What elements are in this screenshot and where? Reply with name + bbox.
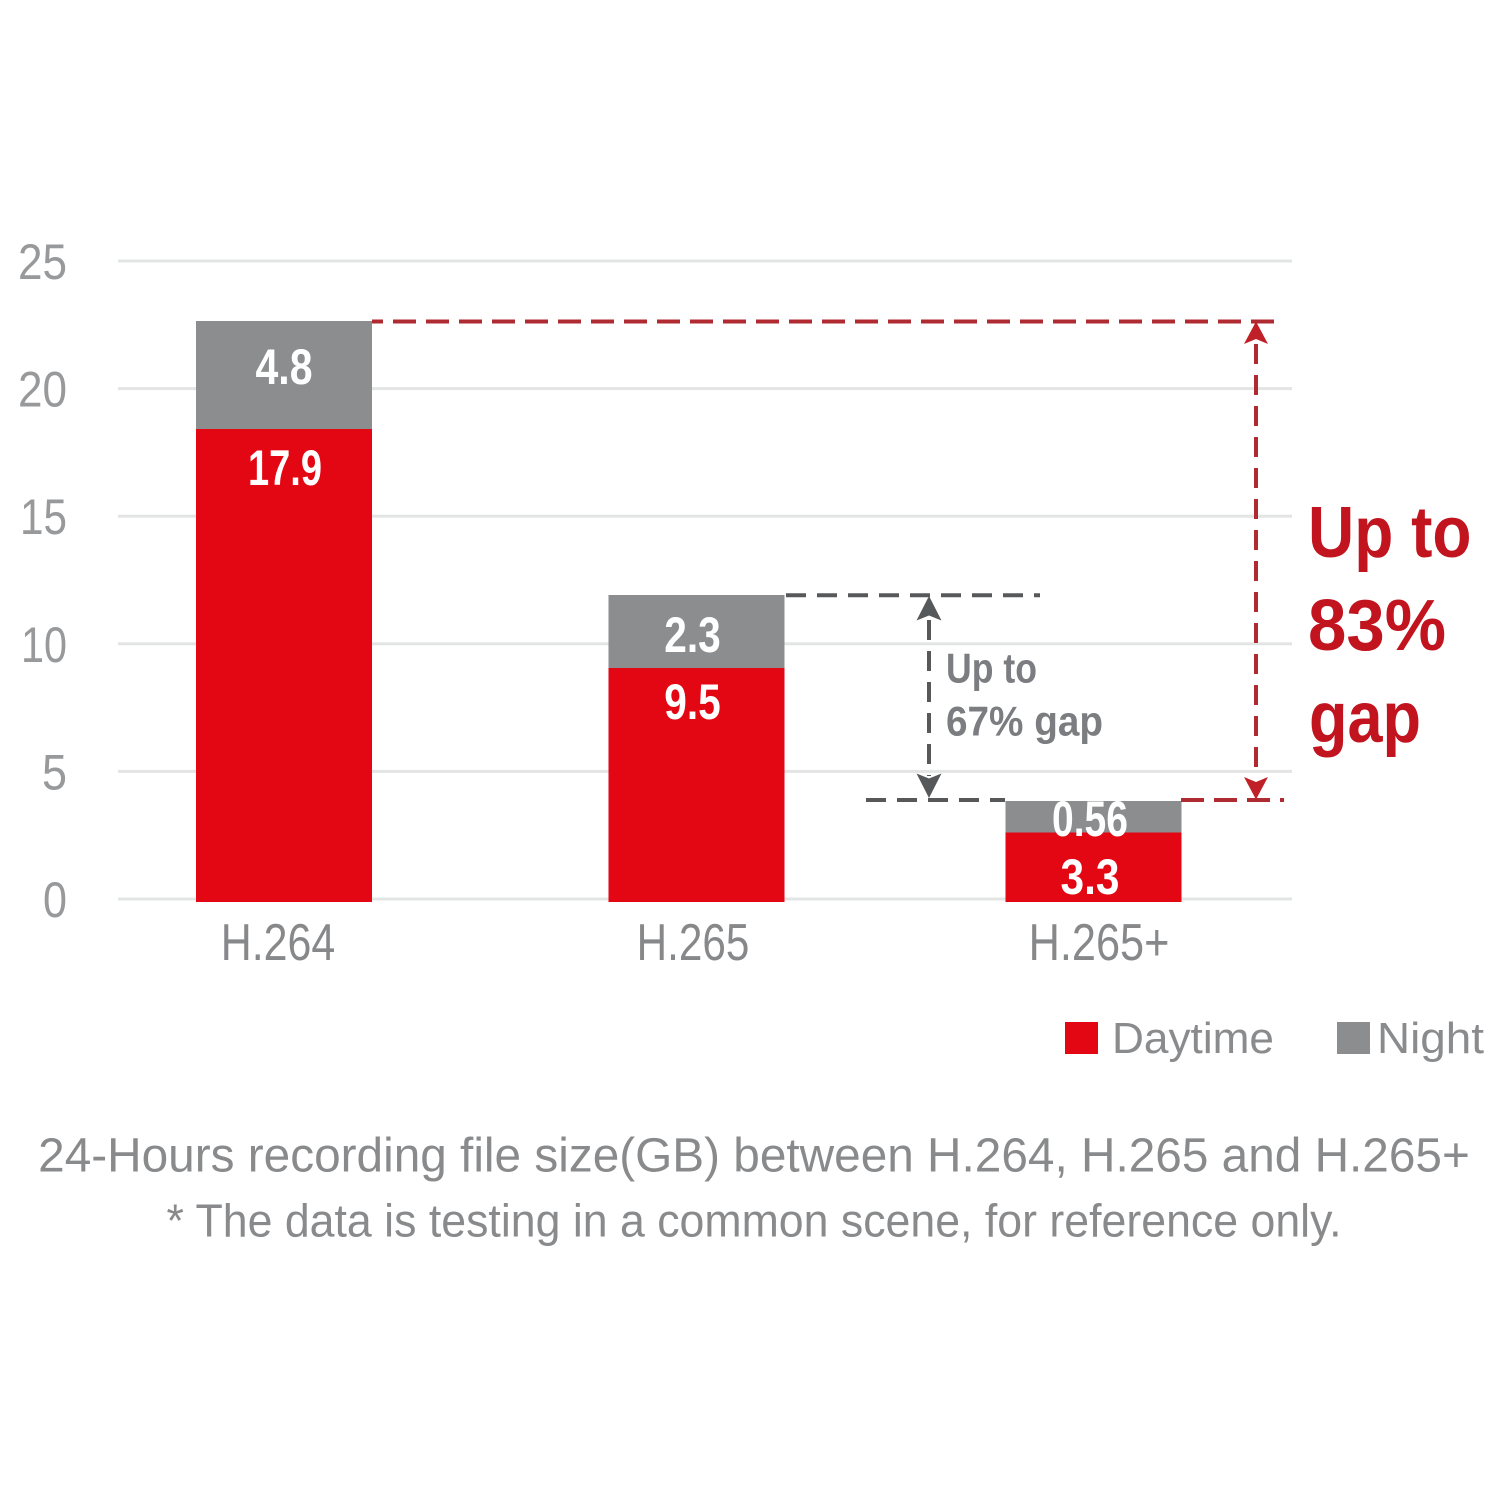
- svg-text:9.5: 9.5: [664, 674, 721, 730]
- svg-text:24-Hours recording file size(G: 24-Hours recording file size(GB) between…: [38, 1130, 1470, 1183]
- svg-text:0: 0: [43, 872, 67, 928]
- svg-text:Up to: Up to: [1308, 493, 1472, 573]
- svg-text:10: 10: [21, 617, 67, 673]
- svg-text:H.264: H.264: [221, 914, 336, 972]
- svg-text:* The data is testing in a com: * The data is testing in a common scene,…: [167, 1195, 1342, 1247]
- svg-text:2.3: 2.3: [664, 607, 721, 663]
- svg-text:15: 15: [20, 489, 67, 545]
- svg-text:0.56: 0.56: [1052, 791, 1128, 847]
- svg-text:3.3: 3.3: [1061, 849, 1120, 905]
- svg-text:4.8: 4.8: [256, 339, 313, 395]
- svg-text:83%: 83%: [1308, 586, 1446, 666]
- svg-text:gap: gap: [1309, 678, 1421, 758]
- svg-text:17.9: 17.9: [248, 440, 322, 496]
- svg-text:25: 25: [18, 234, 67, 290]
- svg-text:5: 5: [42, 744, 67, 800]
- svg-text:67% gap: 67% gap: [946, 698, 1103, 745]
- svg-text:20: 20: [18, 362, 67, 418]
- svg-text:Daytime: Daytime: [1112, 1014, 1274, 1063]
- svg-text:Up to: Up to: [946, 645, 1037, 692]
- svg-text:H.265: H.265: [637, 914, 750, 972]
- svg-text:Night: Night: [1377, 1014, 1484, 1063]
- svg-text:H.265+: H.265+: [1029, 914, 1170, 972]
